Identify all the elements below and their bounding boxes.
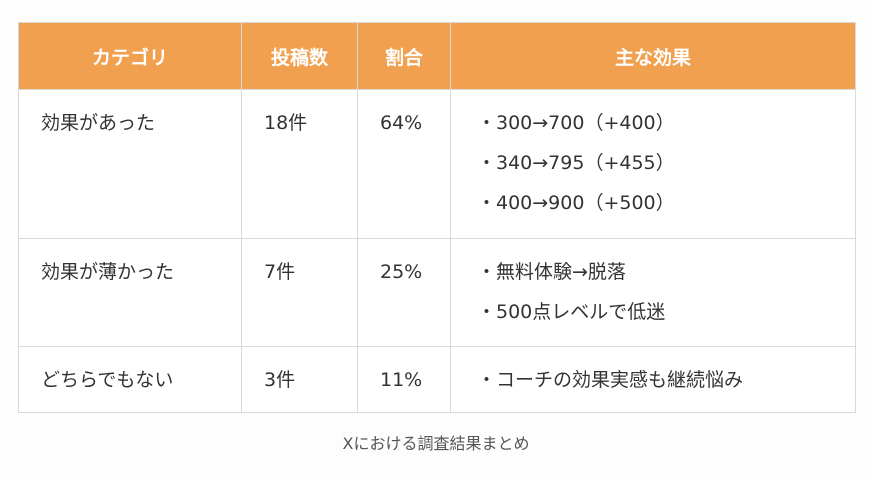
- effect-item: ・400→900（+500）: [477, 192, 675, 214]
- effect-item: ・コーチの効果実感も継続悩み: [477, 369, 744, 391]
- table-row: 効果が薄かった 7件 25% ・無料体験→脱落 ・500点レベルで低迷: [18, 238, 856, 347]
- effects-cell: ・無料体験→脱落 ・500点レベルで低迷: [450, 238, 856, 347]
- posts-cell: 18件: [241, 89, 358, 239]
- category-cell: どちらでもない: [18, 346, 242, 413]
- header-posts: 投稿数: [241, 22, 358, 90]
- posts-cell: 7件: [241, 238, 358, 347]
- category-cell: 効果があった: [18, 89, 242, 239]
- effect-item: ・340→795（+455）: [477, 152, 675, 174]
- posts-cell: 3件: [241, 346, 358, 413]
- table-row: 効果があった 18件 64% ・300→700（+400） ・340→795（+…: [18, 89, 856, 239]
- header-category: カテゴリ: [18, 22, 242, 90]
- effect-item: ・500点レベルで低迷: [477, 301, 666, 323]
- header-effects: 主な効果: [450, 22, 856, 90]
- effects-cell: ・コーチの効果実感も継続悩み: [450, 346, 856, 413]
- category-cell: 効果が薄かった: [18, 238, 242, 347]
- ratio-cell: 64%: [357, 89, 451, 239]
- header-row: カテゴリ 投稿数 割合 主な効果: [18, 22, 856, 90]
- effect-item: ・300→700（+400）: [477, 112, 675, 134]
- table-row: どちらでもない 3件 11% ・コーチの効果実感も継続悩み: [18, 346, 856, 413]
- results-table: カテゴリ 投稿数 割合 主な効果 効果があった 18件 64% ・300→700…: [18, 22, 856, 413]
- ratio-cell: 25%: [357, 238, 451, 347]
- effects-cell: ・300→700（+400） ・340→795（+455） ・400→900（+…: [450, 89, 856, 239]
- table-caption: Xにおける調査結果まとめ: [342, 434, 530, 453]
- header-ratio: 割合: [357, 22, 451, 90]
- effect-item: ・無料体験→脱落: [477, 261, 626, 283]
- ratio-cell: 11%: [357, 346, 451, 413]
